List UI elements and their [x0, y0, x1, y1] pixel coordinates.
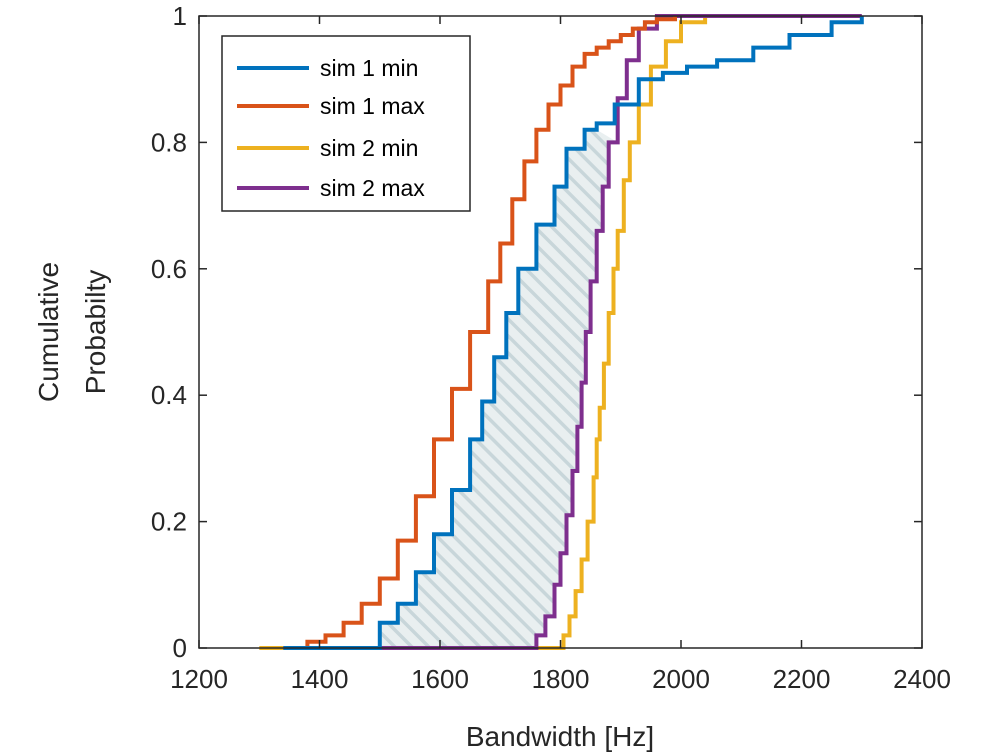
- y-tick-label: 0: [173, 633, 187, 663]
- legend-box: [221, 35, 471, 212]
- x-tick-label: 1600: [411, 664, 469, 694]
- x-tick-label: 2200: [773, 664, 831, 694]
- y-tick-label: 0.4: [151, 380, 187, 410]
- y-tick-label: 1: [173, 1, 187, 31]
- series-line-sim-2-min: [259, 16, 708, 650]
- y-tick-label: 0.2: [151, 507, 187, 537]
- legend-label-sim-1-min: sim 1 min: [320, 55, 418, 81]
- ticks-layer: 1200 1400 1600 1800 2000 2200 2400 0 0.2 0.4 0.6 0.…: [151, 1, 951, 694]
- y-axis-label-line-1: Cumulative: [33, 262, 64, 402]
- shaded-region: [283, 129, 618, 649]
- legend-label-sim-2-min: sim 2 min: [320, 135, 418, 161]
- shaded-region-layer: [283, 129, 618, 649]
- x-tick-label: 1800: [532, 664, 590, 694]
- series-line-sim-1-max: [283, 16, 677, 650]
- x-axis-label: Bandwidth [Hz]: [466, 721, 654, 752]
- y-axis-label-line-2: Probabilty: [80, 270, 111, 395]
- legend: sim 1 min sim 1 max sim 2 min sim 2 max: [221, 35, 471, 212]
- x-tick-label: 2400: [893, 664, 951, 694]
- x-tick-label: 2000: [652, 664, 710, 694]
- y-axis-label: Cumulative Probabilty: [33, 262, 111, 402]
- x-tick-label: 1400: [291, 664, 349, 694]
- series-layer: [259, 14, 864, 650]
- series-line-sim-1-min: [283, 16, 864, 650]
- legend-label-sim-2-max: sim 2 max: [320, 175, 425, 201]
- series-line-sim-2-max: [283, 14, 862, 650]
- x-tick-label: 1200: [170, 664, 228, 694]
- y-tick-label: 0.6: [151, 254, 187, 284]
- legend-label-sim-1-max: sim 1 max: [320, 93, 425, 119]
- y-tick-label: 0.8: [151, 127, 187, 157]
